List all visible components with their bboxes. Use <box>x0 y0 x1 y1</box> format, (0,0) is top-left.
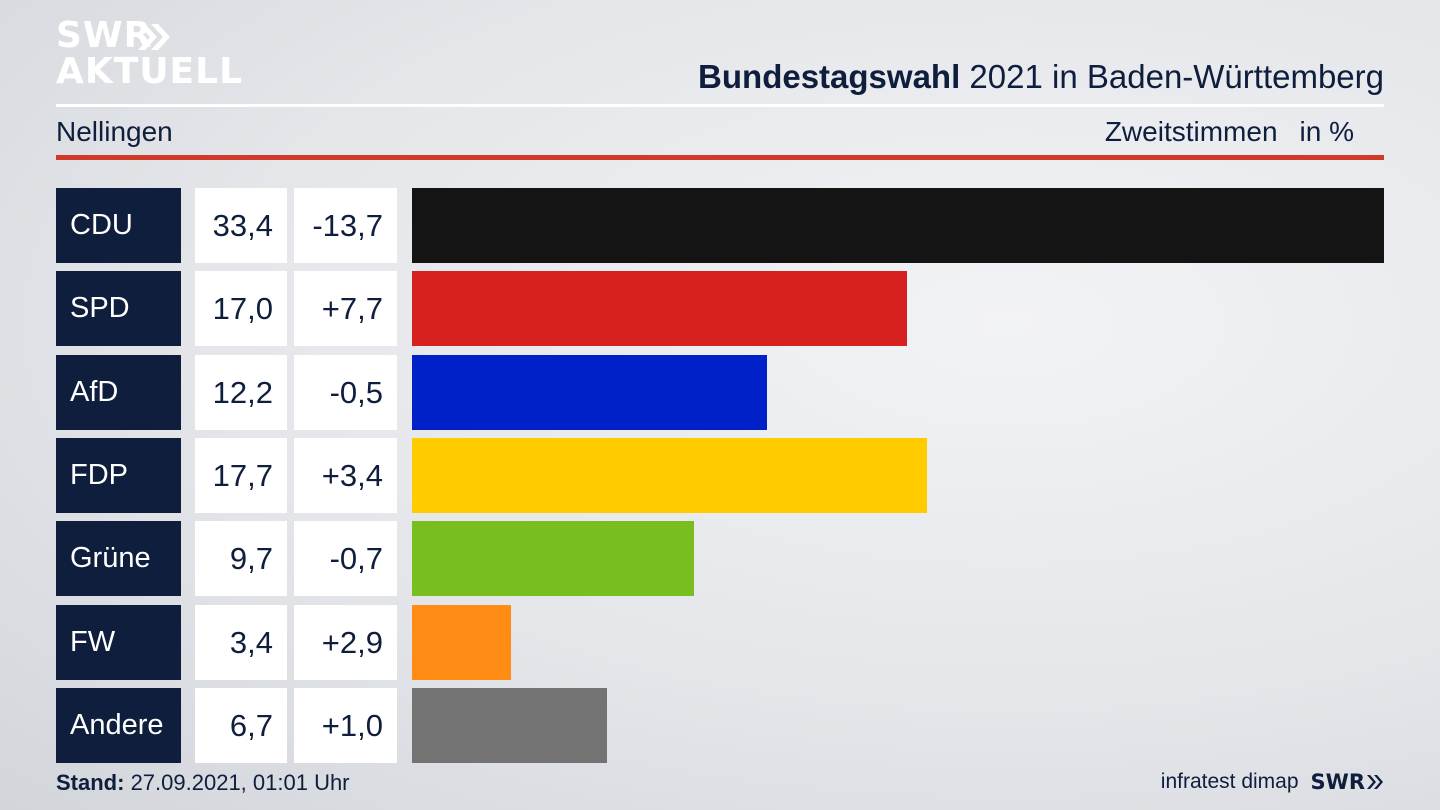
vote-share-bar <box>412 521 695 596</box>
vote-share-value: 12,2 <box>195 355 287 430</box>
party-label: SPD <box>56 271 181 346</box>
region-label: Nellingen <box>56 116 173 147</box>
logo-bottom-text: AKTUELL <box>56 51 244 92</box>
vote-share-bar <box>412 271 907 346</box>
party-label: Andere <box>56 688 181 763</box>
party-row: SPD 17,0 +7,7 <box>0 271 1440 346</box>
chevron-double-right-icon <box>1367 775 1383 789</box>
change-value: -13,7 <box>294 188 397 263</box>
timestamp: Stand: 27.09.2021, 01:01 Uhr <box>56 770 350 796</box>
stand-label: Stand: <box>56 770 125 795</box>
party-row: FDP 17,7 +3,4 <box>0 438 1440 513</box>
chevron-double-right-icon <box>138 24 170 50</box>
change-value: +1,0 <box>294 688 397 763</box>
vote-share-bar <box>412 605 511 680</box>
change-value: -0,7 <box>294 521 397 596</box>
swr-aktuell-logo: SWR AKTUELL <box>56 15 242 90</box>
vote-share-bar <box>412 438 928 513</box>
stand-value: 27.09.2021, 01:01 Uhr <box>124 770 350 795</box>
source-credit: infratest dimap SWR <box>1161 770 1384 794</box>
vote-share-value: 17,7 <box>195 438 287 513</box>
logo-top-text: SWR <box>56 15 153 56</box>
party-row: Andere 6,7 +1,0 <box>0 688 1440 763</box>
vote-share-bar <box>412 688 607 763</box>
change-value: -0,5 <box>294 355 397 430</box>
unit-label: Zweitstimmen in % <box>1105 116 1354 148</box>
party-label: CDU <box>56 188 181 263</box>
vote-share-bar <box>412 355 768 430</box>
vote-share-value: 3,4 <box>195 605 287 680</box>
party-label: Grüne <box>56 521 181 596</box>
party-row: Grüne 9,7 -0,7 <box>0 521 1440 596</box>
source-text: infratest dimap <box>1160 770 1299 793</box>
vote-type: Zweitstimmen <box>1104 116 1278 147</box>
party-row: FW 3,4 +2,9 <box>0 605 1440 680</box>
chart-title: Bundestagswahl 2021 in Baden-Württemberg <box>698 58 1384 96</box>
unit-text: in % <box>1299 116 1354 147</box>
vote-share-value: 33,4 <box>195 188 287 263</box>
title-bold: Bundestagswahl <box>698 58 961 95</box>
change-value: +7,7 <box>294 271 397 346</box>
change-value: +3,4 <box>294 438 397 513</box>
title-rest: 2021 in Baden-Württemberg <box>960 58 1384 95</box>
party-label: FW <box>56 605 181 680</box>
party-row: CDU 33,4 -13,7 <box>0 188 1440 263</box>
change-value: +2,9 <box>294 605 397 680</box>
red-divider <box>56 155 1384 160</box>
vote-share-bar <box>412 188 1384 263</box>
party-label: AfD <box>56 355 181 430</box>
header-divider <box>56 104 1384 107</box>
swr-brand: SWR <box>1310 770 1365 794</box>
party-row: AfD 12,2 -0,5 <box>0 355 1440 430</box>
party-label: FDP <box>56 438 181 513</box>
vote-share-value: 17,0 <box>195 271 287 346</box>
vote-share-value: 6,7 <box>195 688 287 763</box>
vote-share-value: 9,7 <box>195 521 287 596</box>
